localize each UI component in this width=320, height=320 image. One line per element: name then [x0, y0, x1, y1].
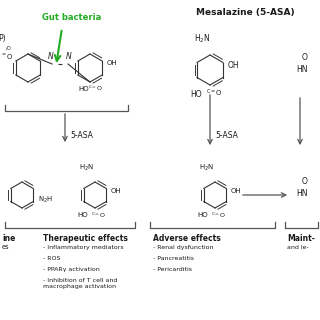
- Text: OH: OH: [107, 60, 118, 66]
- Text: $\mathregular{^{C=}O}$: $\mathregular{^{C=}O}$: [211, 211, 226, 220]
- Text: HO: HO: [197, 212, 208, 218]
- Text: HO: HO: [77, 212, 88, 218]
- Text: Maint-: Maint-: [287, 234, 315, 243]
- Text: $\mathregular{^{C=}O}$: $\mathregular{^{C=}O}$: [88, 84, 103, 93]
- Text: HO: HO: [190, 90, 202, 99]
- Text: $\mathregular{H_2N}$: $\mathregular{H_2N}$: [79, 163, 95, 173]
- Text: - PPARγ activation: - PPARγ activation: [43, 267, 100, 272]
- Text: - Pancreatitis: - Pancreatitis: [153, 256, 194, 261]
- Text: - Inhibition of T cell and
macrophage activation: - Inhibition of T cell and macrophage ac…: [43, 278, 117, 289]
- Text: N$_2$H: N$_2$H: [38, 195, 53, 205]
- Text: - Renal dysfunction: - Renal dysfunction: [153, 245, 213, 250]
- Text: HN: HN: [296, 189, 308, 198]
- Text: O: O: [302, 53, 308, 62]
- Text: - Pericarditis: - Pericarditis: [153, 267, 192, 272]
- Text: N: N: [66, 52, 72, 61]
- Text: and le-: and le-: [287, 245, 309, 250]
- Text: N: N: [48, 52, 54, 61]
- Text: ine: ine: [2, 234, 15, 243]
- Text: Gut bacteria: Gut bacteria: [42, 13, 102, 22]
- Text: O: O: [302, 178, 308, 187]
- Text: Adverse effects: Adverse effects: [153, 234, 221, 243]
- Text: Mesalazine (5-ASA): Mesalazine (5-ASA): [196, 8, 294, 17]
- Text: HO: HO: [78, 86, 89, 92]
- Text: 5-ASA: 5-ASA: [70, 131, 93, 140]
- Text: $\mathregular{^{=}O}$: $\mathregular{^{=}O}$: [0, 53, 13, 63]
- Text: Therapeutic effects: Therapeutic effects: [43, 234, 128, 243]
- Text: P): P): [0, 34, 6, 43]
- Text: OH: OH: [231, 188, 242, 194]
- Text: - Inflammatory mediators: - Inflammatory mediators: [43, 245, 124, 250]
- Text: - ROS: - ROS: [43, 256, 60, 261]
- Text: $\mathregular{H_2N}$: $\mathregular{H_2N}$: [194, 33, 210, 45]
- Text: $\mathregular{^{/O}}$: $\mathregular{^{/O}}$: [5, 45, 12, 51]
- Text: 5-ASA: 5-ASA: [215, 131, 238, 140]
- Text: es: es: [2, 244, 10, 250]
- Text: $\mathregular{^{C=}O}$: $\mathregular{^{C=}O}$: [91, 211, 106, 220]
- Text: $\mathregular{H_2N}$: $\mathregular{H_2N}$: [199, 163, 215, 173]
- Text: $\mathregular{^{C=}O}$: $\mathregular{^{C=}O}$: [206, 88, 223, 99]
- Text: OH: OH: [228, 60, 240, 69]
- Text: OH: OH: [111, 188, 122, 194]
- Text: HN: HN: [296, 66, 308, 75]
